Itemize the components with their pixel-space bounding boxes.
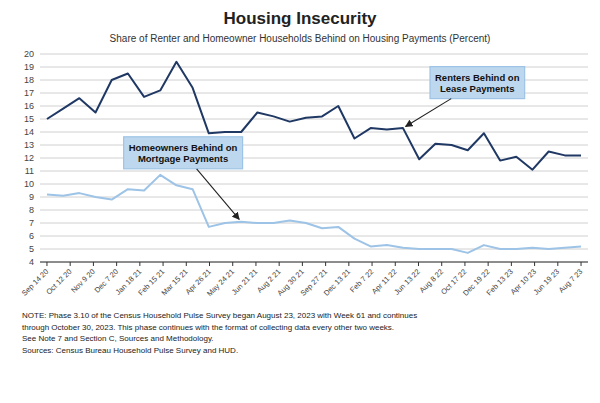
- y-tick-label: 12: [24, 153, 34, 163]
- x-tick: [279, 262, 280, 266]
- grid-line: [40, 54, 588, 55]
- y-tick-label: 20: [24, 49, 34, 59]
- grid-line: [40, 106, 588, 107]
- y-tick-label: 7: [29, 218, 34, 228]
- grid-line: [40, 132, 588, 133]
- x-axis-line: [40, 262, 588, 263]
- text-line: Sources: Census Bureau Household Pulse S…: [22, 346, 238, 355]
- x-tick: [93, 262, 94, 266]
- x-tick-label: Nov 9 20: [69, 267, 97, 295]
- annotation-box: [124, 137, 243, 169]
- grid-line: [40, 262, 588, 263]
- x-tick: [348, 262, 349, 266]
- y-tick-label: 14: [24, 127, 34, 137]
- title: Housing Insecurity: [223, 9, 377, 28]
- grid-line: [40, 210, 588, 211]
- text-line: Mortgage Payments: [138, 153, 228, 164]
- x-tick: [534, 262, 535, 266]
- annotation: Renters Behind onLease Payments: [406, 67, 525, 127]
- x-tick: [186, 262, 187, 266]
- x-tick: [232, 262, 233, 266]
- x-tick-label: Dec 13 21: [322, 267, 353, 298]
- x-tick: [418, 262, 419, 266]
- grid-line: [40, 236, 588, 237]
- grid-line: [40, 145, 588, 146]
- x-tick: [464, 262, 465, 266]
- y-tick-label: 5: [29, 244, 34, 254]
- grid-line: [40, 223, 588, 224]
- text-line: See Note 7 and Section C, Sources and Me…: [22, 334, 214, 343]
- y-tick-label: 18: [24, 75, 34, 85]
- x-tick: [395, 262, 396, 266]
- x-tick: [325, 262, 326, 266]
- lines: [47, 62, 581, 253]
- y-tick-label: 4: [29, 257, 34, 267]
- y-axis: 4 5 6 7 8 9 10 11 12 13 14 15 16 17 18 19 20: [24, 49, 588, 267]
- note: NOTE: Phase 3.10 of the Census Household…: [22, 311, 417, 355]
- y-tick-label: 9: [29, 192, 34, 202]
- y-tick-label: 11: [25, 166, 34, 176]
- x-tick: [255, 262, 256, 266]
- x-tick: [116, 262, 117, 266]
- annotation-box: [430, 67, 525, 99]
- x-tick: [581, 262, 582, 266]
- subtitle: Share of Renter and Homeowner Households…: [110, 33, 491, 44]
- y-tick-label: 16: [24, 101, 34, 111]
- x-axis: Sep 14 20Oct 12 20Nov 9 20Dec 7 20Jan 18…: [20, 262, 588, 298]
- text-line: through October 30, 2023. This phase con…: [22, 323, 394, 332]
- x-tick: [372, 262, 373, 266]
- x-tick: [46, 262, 47, 266]
- x-tick: [488, 262, 489, 266]
- x-tick: [511, 262, 512, 266]
- annotation-text: Homeowners Behind onMortgage Payments: [129, 142, 238, 164]
- grid-line: [40, 171, 588, 172]
- x-tick-label: Jun 19 23: [532, 267, 562, 297]
- x-tick: [441, 262, 442, 266]
- x-tick: [209, 262, 210, 266]
- chart: Housing Insecurity Share of Renter and Ho…: [0, 0, 600, 403]
- text-line: Homeowners Behind on: [129, 142, 238, 153]
- annotation-arrow: [197, 169, 240, 220]
- text-line: Lease Payments: [440, 83, 514, 94]
- annotation-text: Renters Behind onLease Payments: [435, 72, 520, 94]
- x-tick: [302, 262, 303, 266]
- x-tick: [163, 262, 164, 266]
- text-line: Renters Behind on: [435, 72, 520, 83]
- x-tick-label: Jun 21 21: [230, 267, 260, 297]
- series-line: [47, 175, 581, 253]
- y-tick-label: 17: [24, 88, 34, 98]
- x-tick-label: Oct 12 20: [44, 267, 73, 296]
- x-tick-label: Aug 7 23: [557, 267, 585, 295]
- y-tick-label: 13: [24, 140, 34, 150]
- grid-line: [40, 184, 588, 185]
- x-tick-label: Jun 13 22: [392, 267, 422, 297]
- y-tick-label: 8: [29, 205, 34, 215]
- x-tick: [70, 262, 71, 266]
- series-line: [47, 62, 581, 170]
- y-tick-label: 19: [24, 62, 34, 72]
- grid-line: [40, 197, 588, 198]
- y-tick-label: 6: [29, 231, 34, 241]
- grid-line: [40, 119, 588, 120]
- y-tick-label: 10: [24, 179, 34, 189]
- y-tick-label: 15: [24, 114, 34, 124]
- annotation: Homeowners Behind onMortgage Payments: [124, 137, 243, 220]
- annotations: Renters Behind onLease Payments Homeowner…: [124, 67, 525, 220]
- text-line: NOTE: Phase 3.10 of the Census Household…: [22, 311, 417, 320]
- x-tick: [557, 262, 558, 266]
- x-tick: [139, 262, 140, 266]
- annotation-arrow: [406, 99, 452, 127]
